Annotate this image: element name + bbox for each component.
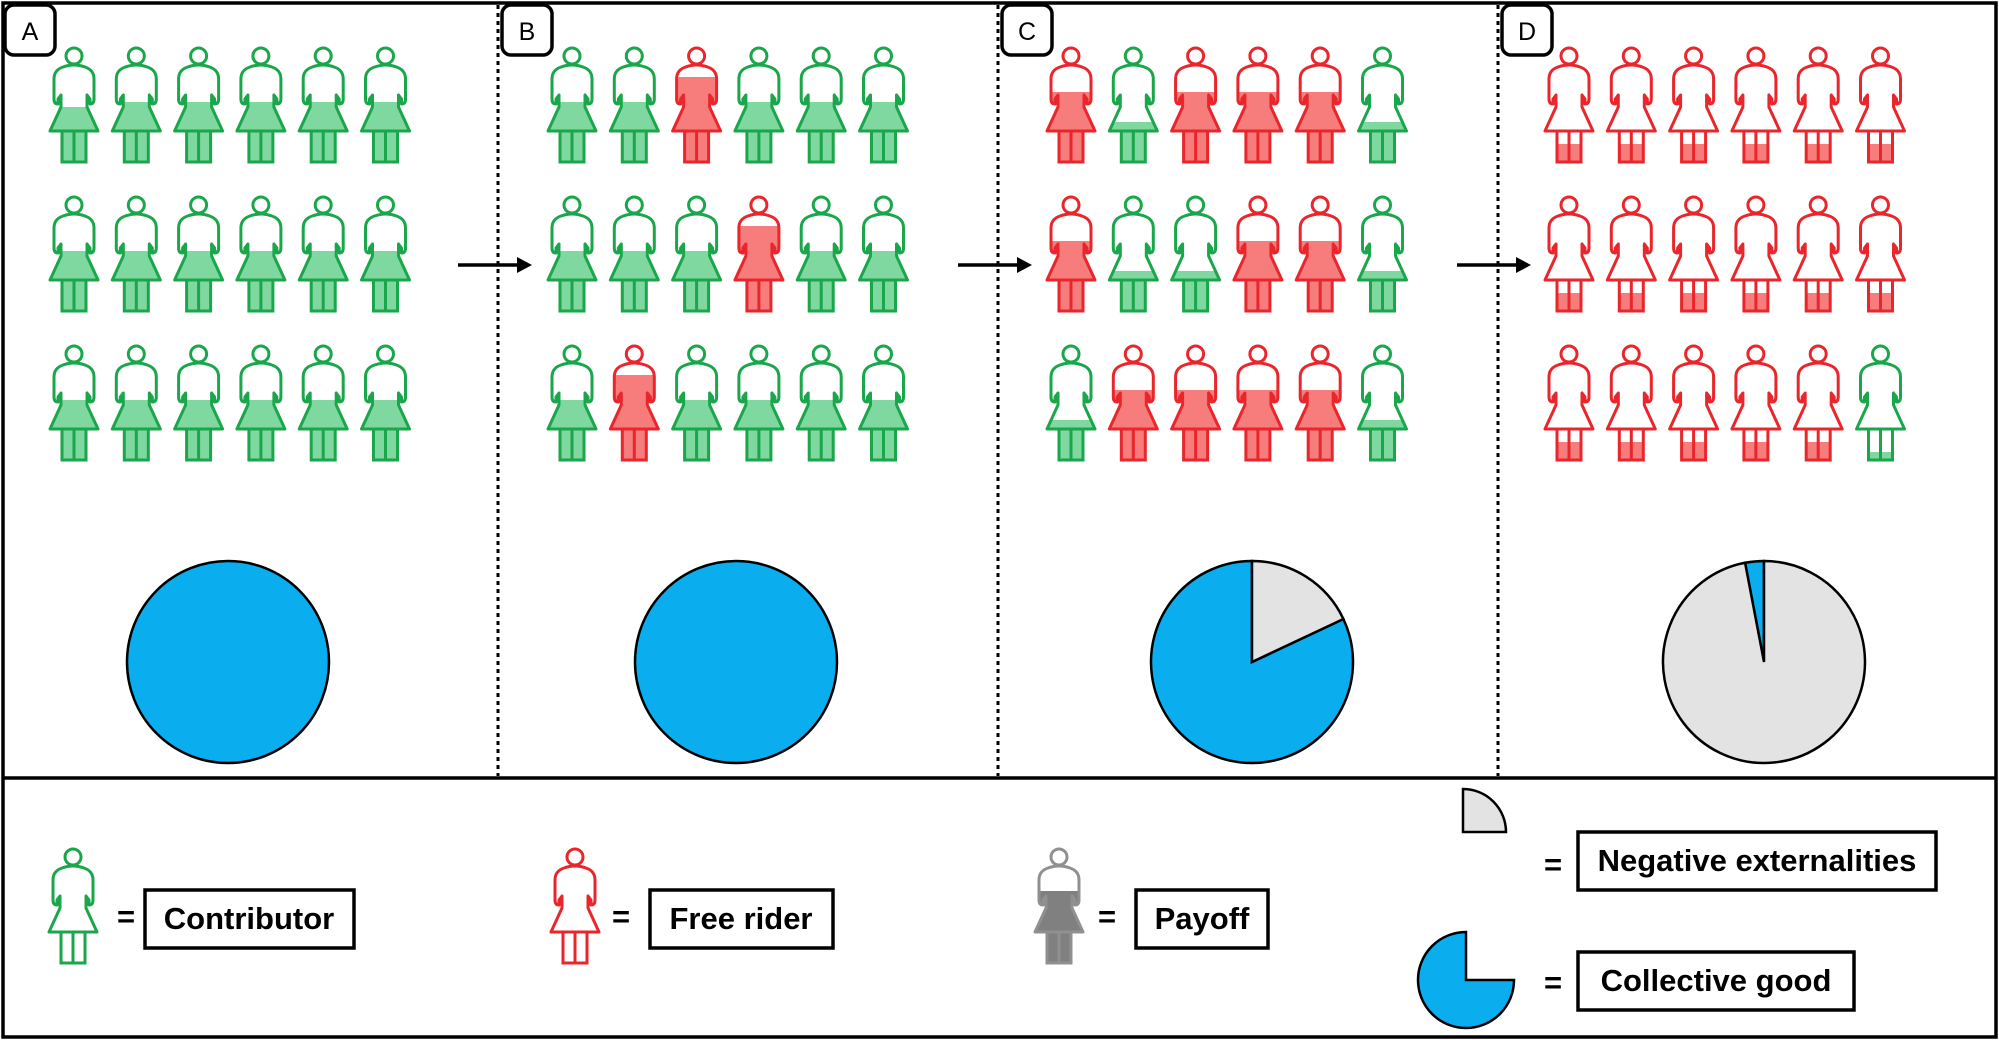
free-rider-figure — [1792, 344, 1844, 462]
legend-contributor-box — [143, 888, 356, 950]
legend-payoff-box — [1134, 888, 1270, 950]
legend-contributor-icon — [47, 847, 99, 965]
svg-text:A: A — [22, 18, 39, 46]
free-rider-figure — [1792, 195, 1844, 313]
contributor-figure — [671, 195, 723, 313]
free-rider-figure — [1605, 46, 1657, 164]
negative-externalities-slice — [1661, 559, 1867, 765]
free-rider-figure — [1543, 46, 1595, 164]
free-rider-figure — [1730, 46, 1782, 164]
collective-good-pie-icon — [1416, 930, 1516, 1030]
free-rider-figure — [1668, 344, 1720, 462]
panel-label-d: D — [1500, 3, 1554, 57]
free-rider-figure — [1730, 195, 1782, 313]
free-rider-figure — [1855, 46, 1906, 164]
arrow-b-to-c — [958, 257, 1032, 273]
free-rider-figure — [1668, 46, 1720, 164]
svg-text:B: B — [519, 18, 536, 46]
legend-equals-collective: = — [1544, 965, 1562, 1000]
legend-equals-payoff: = — [1098, 899, 1116, 934]
free-rider-figure — [1792, 46, 1844, 164]
panel-d — [1543, 46, 1906, 765]
legend-free-rider-label: Free rider — [669, 901, 812, 936]
contributor-figure-outline — [47, 847, 99, 965]
contributor-figure — [546, 344, 598, 462]
arrow-c-to-d — [1457, 257, 1531, 273]
legend-collective-good-box — [1576, 950, 1856, 1012]
negative-externalities-slice — [1250, 559, 1346, 664]
collective-good-pie — [633, 559, 839, 765]
free-rider-figure — [1605, 195, 1657, 313]
arrow-a-to-b — [458, 257, 532, 273]
svg-text:D: D — [1518, 18, 1536, 46]
legend-collective-good-label: Collective good — [1601, 963, 1832, 998]
legend-contributor-label: Contributor — [164, 901, 334, 936]
legend-equals-negative: = — [1544, 847, 1562, 882]
free-rider-figure — [1730, 344, 1782, 462]
contributor-figure — [1855, 344, 1906, 462]
legend-free-rider-icon — [549, 847, 601, 965]
panel-b — [546, 46, 909, 765]
negative-externalities-wedge-icon — [1461, 787, 1508, 834]
panel-label-c: C — [1000, 3, 1054, 57]
legend: = Contributor = Free rider = Payoff = Ne… — [47, 787, 1938, 1030]
legend-equals-free-rider: = — [612, 899, 630, 934]
legend-negative-externalities-box — [1576, 830, 1938, 892]
legend-free-rider-box — [648, 888, 835, 950]
free-rider-figure-outline — [549, 847, 601, 965]
free-rider-figure — [1668, 195, 1720, 313]
svg-text:C: C — [1018, 18, 1036, 46]
free-rider-figure — [1543, 195, 1595, 313]
panel-label-b: B — [500, 3, 554, 57]
legend-equals-contributor: = — [117, 899, 135, 934]
free-rider-figure — [1605, 344, 1657, 462]
legend-payoff-label: Payoff — [1155, 901, 1250, 936]
contributor-figure — [608, 46, 660, 164]
free-rider-figure — [1855, 195, 1906, 313]
panel-label-a: A — [3, 3, 57, 57]
collective-good-pie — [125, 559, 331, 765]
free-rider-figure — [1543, 344, 1595, 462]
legend-negative-externalities-label: Negative externalities — [1598, 843, 1917, 878]
